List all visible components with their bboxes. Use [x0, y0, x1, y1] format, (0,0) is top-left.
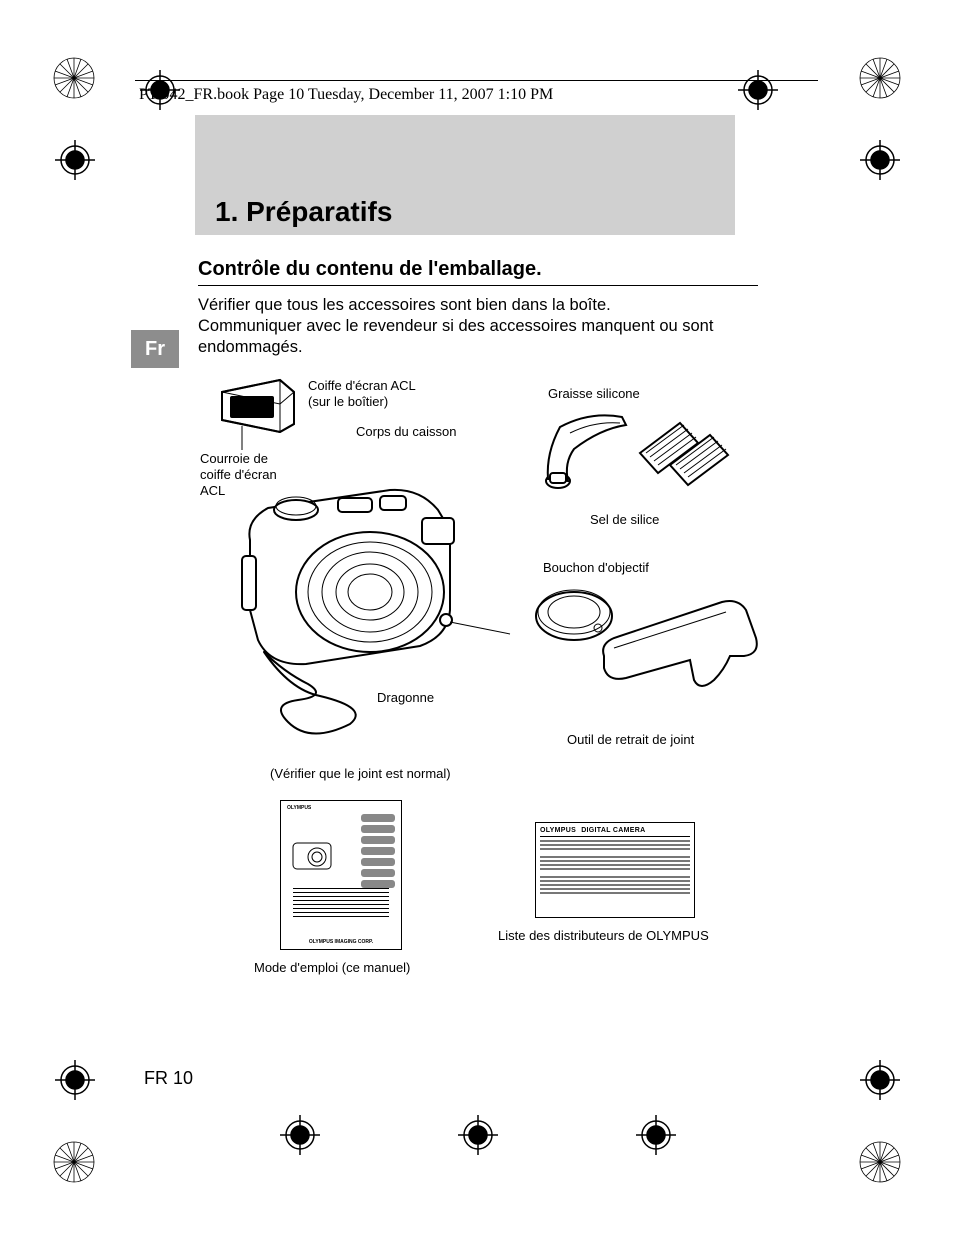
body-line-1: Vérifier que tous les accessoires sont b…: [198, 295, 611, 316]
body-line-2: Communiquer avec le revendeur si des acc…: [198, 316, 713, 337]
page-root: PT-042_FR.book Page 10 Tuesday, December…: [0, 0, 954, 1238]
header-text: PT-042_FR.book Page 10 Tuesday, December…: [139, 86, 553, 104]
subtitle-rule: [198, 285, 758, 286]
label-manual: Mode d'emploi (ce manuel): [254, 960, 410, 976]
body-line-3: endommagés.: [198, 337, 303, 358]
distributor-card: OLYMPUS DIGITAL CAMERA: [535, 822, 695, 918]
reg-mark-starburst-bl: [52, 1140, 96, 1184]
page-number: FR 10: [144, 1068, 193, 1089]
section-subtitle: Contrôle du contenu de l'emballage.: [198, 258, 542, 281]
dist-card-title: DIGITAL CAMERA: [581, 827, 645, 834]
label-body: Corps du caisson: [356, 424, 456, 440]
reg-mark-crosshair-r1: [860, 140, 900, 180]
camera-housing-illustration: [210, 460, 530, 755]
lcd-hood-illustration: [216, 370, 300, 445]
reg-mark-crosshair-r2: [860, 1060, 900, 1100]
reg-mark-starburst-br: [858, 1140, 902, 1184]
reg-mark-crosshair-b1: [280, 1115, 320, 1155]
reg-mark-starburst-tl: [52, 56, 96, 100]
label-lcd-hood-sub: (sur le boîtier): [308, 394, 388, 410]
label-oring-note: (Vérifier que le joint est normal): [270, 766, 451, 782]
reg-mark-crosshair-l1: [55, 140, 95, 180]
label-grease: Graisse silicone: [548, 386, 640, 402]
header-rule: [135, 80, 818, 81]
label-lenscap: Bouchon d'objectif: [543, 560, 649, 576]
manual-thumbnail: OLYMPUS OLYMPUS IMAGING CORP.: [280, 800, 402, 950]
grease-silica-illustration: [530, 405, 730, 510]
reg-mark-crosshair-t1: [738, 70, 778, 110]
language-tab: Fr: [131, 330, 179, 368]
label-dist-list: Liste des distributeurs de OLYMPUS: [498, 928, 709, 944]
label-handstrap: Dragonne: [377, 690, 434, 706]
chapter-title: 1. Préparatifs: [215, 196, 392, 228]
dist-card-brand: OLYMPUS: [540, 827, 576, 834]
label-oring-tool: Outil de retrait de joint: [567, 732, 694, 748]
reg-mark-starburst-tr: [858, 56, 902, 100]
label-lcd-hood: Coiffe d'écran ACL: [308, 378, 416, 394]
oring-tool-illustration: [596, 598, 766, 713]
language-tab-label: Fr: [145, 338, 165, 361]
reg-mark-crosshair-b2: [458, 1115, 498, 1155]
reg-mark-crosshair-b3: [636, 1115, 676, 1155]
label-silica: Sel de silice: [590, 512, 659, 528]
reg-mark-crosshair-l2: [55, 1060, 95, 1100]
